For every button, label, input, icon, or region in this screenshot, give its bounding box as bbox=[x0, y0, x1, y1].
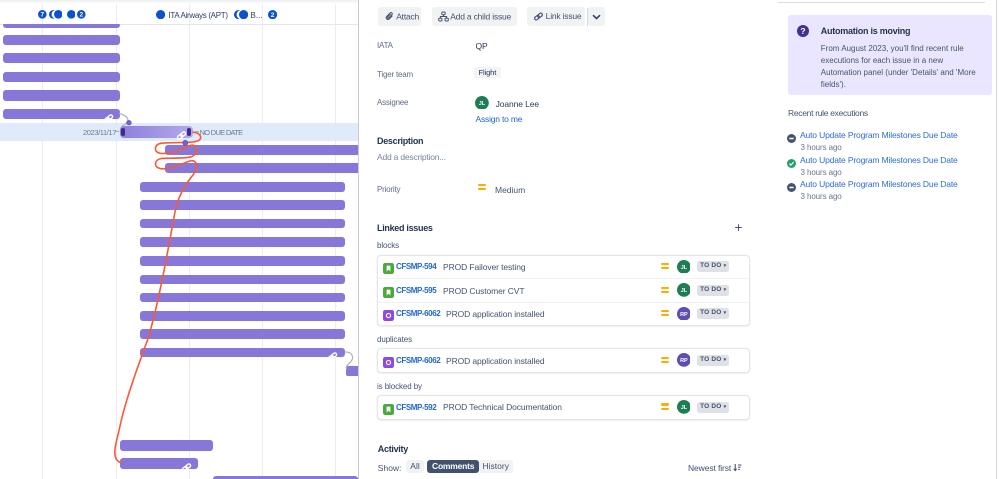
svg-text:RP: RP bbox=[680, 312, 688, 318]
svg-text:7: 7 bbox=[41, 12, 45, 19]
svg-text:JL: JL bbox=[479, 100, 486, 106]
svg-text:2: 2 bbox=[80, 12, 84, 19]
svg-text:2: 2 bbox=[271, 12, 275, 19]
svg-text:JL: JL bbox=[680, 288, 687, 294]
svg-text:JL: JL bbox=[680, 405, 687, 411]
svg-text:JL: JL bbox=[680, 264, 687, 270]
svg-text:RP: RP bbox=[680, 358, 688, 364]
